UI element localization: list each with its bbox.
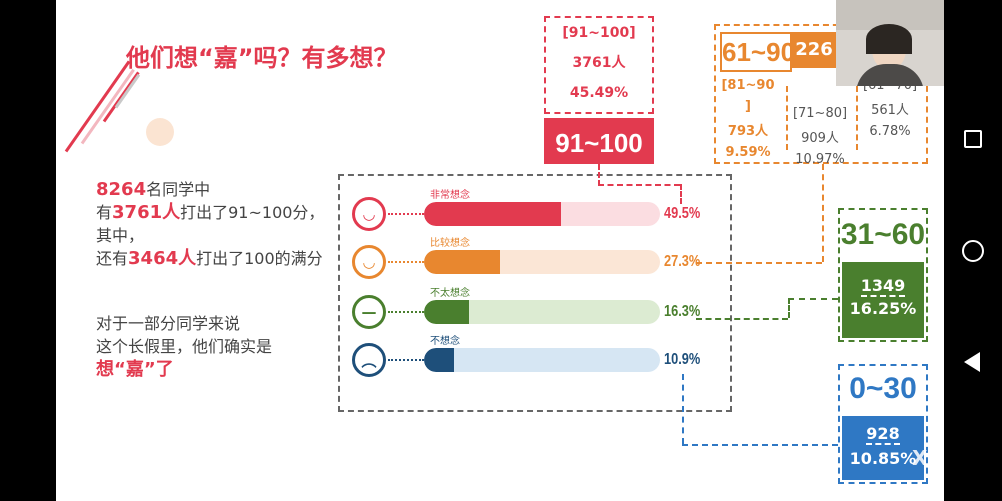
col-81-90: [81~90 ] 793人 9.59% <box>721 78 775 160</box>
box-0-30: 0~30 928 10.85% <box>838 364 928 484</box>
bar-fill <box>424 300 470 324</box>
box-91-100-label: 91~100 <box>544 118 654 164</box>
bar-percent: 27.3% <box>664 253 701 270</box>
meh-face-icon: — <box>352 295 386 329</box>
smile-face-icon: ◡ <box>352 197 386 231</box>
bar-track <box>424 202 660 226</box>
bar-fill <box>424 250 500 274</box>
bar-percent: 10.9% <box>664 351 701 368</box>
bar-fill <box>424 202 562 226</box>
frown-face-icon: ︵ <box>352 343 386 377</box>
webcam-video[interactable] <box>836 0 944 86</box>
home-circle-icon[interactable] <box>962 240 984 262</box>
box-61-90-count: 226 <box>792 32 836 68</box>
grin-face-icon: ◡ <box>352 245 386 279</box>
bar-label: 不想念 <box>430 336 460 347</box>
bar-label: 非常想念 <box>430 190 470 201</box>
bar-track <box>424 250 660 274</box>
watermark: XUJC <box>912 446 944 470</box>
box-61-90-label: 61~90 <box>720 32 795 72</box>
bar-percent: 16.3% <box>664 303 701 320</box>
android-nav-bar <box>944 0 1002 501</box>
col-61-70: [61~70] 561人 6.78% <box>863 78 917 139</box>
connector-line <box>388 359 424 361</box>
connector-line <box>388 213 424 215</box>
box-61-90: 61~90 226 [81~90 ] 793人 9.59% [71~80] 90… <box>714 24 928 167</box>
box-31-60: 31~60 1349 16.25% <box>838 208 928 342</box>
bar-track <box>424 300 660 324</box>
survey-frame <box>338 174 732 412</box>
bar-fill <box>424 348 455 372</box>
paragraph-2: 对于一部分同学来说 这个长假里，他们确实是 想“嘉”了 <box>96 314 273 380</box>
recents-square-icon[interactable] <box>964 130 982 148</box>
paragraph-1: 8264名同学中 有3761人打出了91~100分， 其中， 还有3464人打出… <box>96 179 325 269</box>
connector-line <box>388 261 424 263</box>
box-91-100: [91~100] 3761人 45.49% <box>544 16 654 114</box>
back-triangle-icon[interactable] <box>964 352 980 372</box>
bar-track <box>424 348 660 372</box>
slide-title: 他们想“嘉”吗？有多想？ <box>126 44 398 72</box>
presentation-slide: 他们想“嘉”吗？有多想？ 8264名同学中 有3761人打出了91~100分， … <box>56 0 944 501</box>
bar-label: 不太想念 <box>430 288 470 299</box>
decorative-circle <box>146 118 174 146</box>
col-71-80: [71~80] 909人 10.97% <box>792 106 848 167</box>
bar-percent: 49.5% <box>664 205 701 222</box>
bar-label: 比较想念 <box>430 238 470 249</box>
connector-line <box>388 311 424 313</box>
